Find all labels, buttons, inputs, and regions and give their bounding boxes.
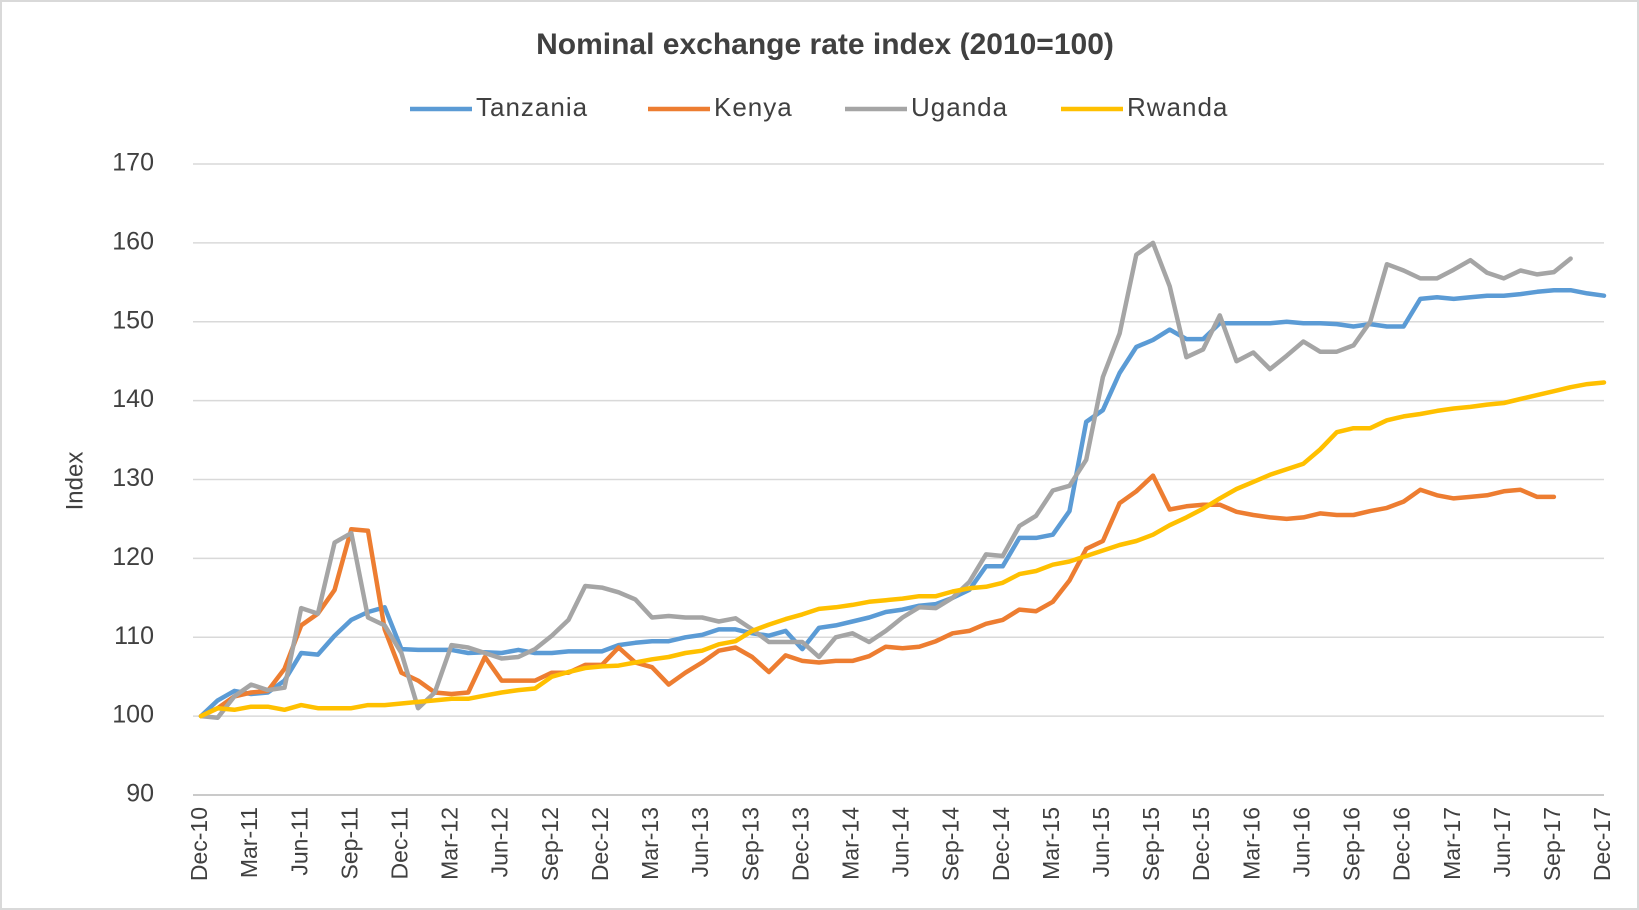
x-tick-label: Dec-14 xyxy=(988,807,1014,881)
x-tick-label: Sep-14 xyxy=(938,807,964,881)
series-line xyxy=(198,240,1573,720)
x-tick-label: Sep-13 xyxy=(737,807,763,881)
x-tick-label: Jun-14 xyxy=(888,807,914,878)
x-tick-label: Mar-13 xyxy=(637,807,663,880)
y-tick-label: 130 xyxy=(112,464,154,492)
x-tick-label: Sep-16 xyxy=(1339,807,1365,881)
x-tick-label: Jun-15 xyxy=(1088,807,1114,877)
legend-label: Kenya xyxy=(714,92,793,122)
x-tick-label: Mar-12 xyxy=(437,807,463,880)
series-line xyxy=(198,380,1607,719)
x-tick-label: Dec-17 xyxy=(1589,807,1615,881)
x-tick-label: Dec-11 xyxy=(387,807,413,879)
series-line xyxy=(198,473,1557,719)
x-tick-label: Dec-10 xyxy=(186,807,212,881)
x-tick-label: Sep-12 xyxy=(537,807,563,881)
x-tick-label: Dec-12 xyxy=(587,807,613,881)
y-tick-label: 100 xyxy=(112,701,154,729)
legend-label: Tanzania xyxy=(476,92,588,122)
y-tick-label: 120 xyxy=(112,543,154,571)
y-tick-label: 110 xyxy=(114,622,154,650)
y-tick-label: 160 xyxy=(112,227,154,255)
y-tick-label: 170 xyxy=(112,149,154,177)
x-tick-label: Jun-11 xyxy=(286,807,312,876)
x-tick-label: Mar-15 xyxy=(1038,807,1064,880)
x-tick-label: Mar-16 xyxy=(1238,807,1264,880)
x-tick-label: Mar-17 xyxy=(1439,807,1465,880)
x-tick-label: Dec-15 xyxy=(1188,807,1214,881)
x-tick-label: Mar-11 xyxy=(236,807,262,878)
y-tick-label: 90 xyxy=(126,780,154,808)
legend-label: Rwanda xyxy=(1127,92,1228,122)
x-tick-label: Sep-11 xyxy=(336,807,362,879)
x-tick-label: Sep-15 xyxy=(1138,807,1164,881)
x-tick-label: Jun-17 xyxy=(1489,807,1515,877)
x-tick-label: Dec-13 xyxy=(787,807,813,881)
legend-label: Uganda xyxy=(911,92,1008,122)
x-tick-label: Mar-14 xyxy=(837,807,863,880)
x-tick-label: Sep-17 xyxy=(1539,807,1565,881)
chart-title: Nominal exchange rate index (2010=100) xyxy=(536,28,1114,61)
x-tick-label: Jun-16 xyxy=(1288,807,1314,877)
y-tick-label: 150 xyxy=(112,306,154,334)
x-tick-label: Jun-13 xyxy=(687,807,713,877)
x-tick-label: Jun-12 xyxy=(487,807,513,877)
y-tick-label: 140 xyxy=(112,385,154,413)
y-axis-label: Index xyxy=(61,452,88,511)
x-tick-label: Dec-16 xyxy=(1389,807,1415,881)
